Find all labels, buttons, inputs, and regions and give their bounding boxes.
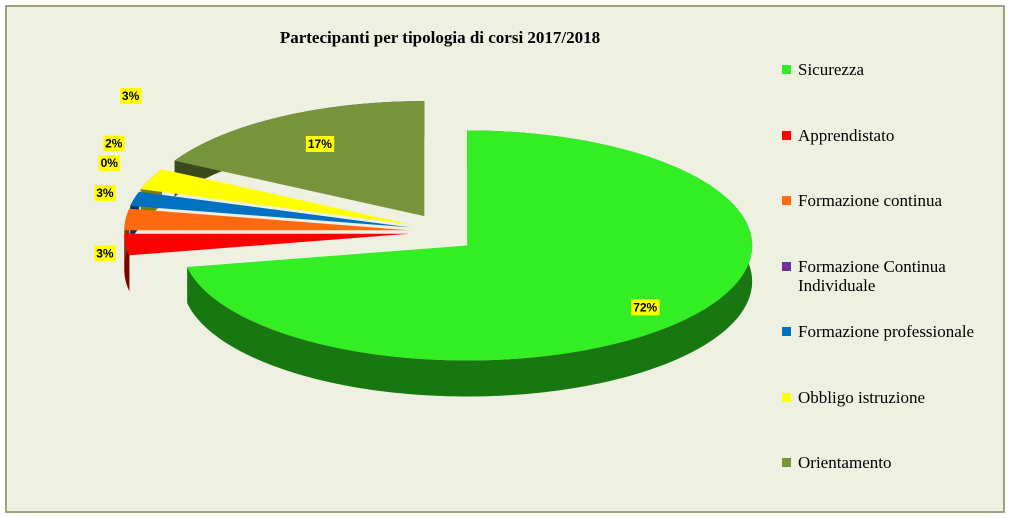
slice xyxy=(187,130,753,361)
value-label: 3% xyxy=(122,89,140,103)
legend-label: Sicurezza xyxy=(798,60,865,79)
value-label-box xyxy=(631,299,660,316)
value-label-box xyxy=(103,135,125,152)
value-label: 3% xyxy=(96,186,114,200)
legend-item: Sicurezza xyxy=(782,60,998,79)
legend-item: Apprendistato xyxy=(782,126,998,145)
value-label: 3% xyxy=(96,246,114,260)
value-label-box xyxy=(94,245,116,262)
legend-swatch xyxy=(782,196,791,205)
value-labels: 72% 3% 3% 0% 2% 3% 17% xyxy=(94,88,660,316)
chart-title: Partecipanti per tipologia di corsi 2017… xyxy=(280,28,600,47)
value-label-box xyxy=(94,185,116,202)
slice xyxy=(174,101,425,217)
value-label-box xyxy=(119,88,142,105)
legend-label: Obbligo istruzione xyxy=(798,387,926,407)
legend-label: Formazione professionale xyxy=(798,322,975,341)
value-label: 0% xyxy=(101,156,119,170)
value-label: 17% xyxy=(308,137,332,151)
slice xyxy=(124,233,410,256)
legend-swatch xyxy=(782,327,791,336)
legend-label: Formazione Continua Individuale xyxy=(798,256,946,295)
legend-label: Formazione continua xyxy=(798,191,942,210)
slice xyxy=(130,191,411,228)
legend-item: Formazione Continua Individuale xyxy=(782,257,998,295)
slice xyxy=(124,208,410,231)
legend-swatch xyxy=(782,261,791,271)
legend-swatch xyxy=(782,130,791,140)
legend-item: Formazione continua xyxy=(782,191,998,210)
legend-item: Obbligo istruzione xyxy=(782,388,998,407)
value-label-box xyxy=(98,155,121,172)
legend-label: Apprendistato xyxy=(798,125,895,145)
pie-tops xyxy=(124,101,753,361)
legend-swatch xyxy=(782,458,791,467)
slice xyxy=(140,169,412,225)
legend-label: Orientamento xyxy=(798,453,892,472)
legend-item: Formazione professionale xyxy=(782,322,998,341)
legend-item: Orientamento xyxy=(782,453,998,472)
value-label: 72% xyxy=(633,300,657,314)
legend-swatch xyxy=(782,392,791,402)
value-label: 2% xyxy=(105,137,123,151)
legend-swatch xyxy=(782,65,791,74)
value-label-box xyxy=(305,135,335,152)
